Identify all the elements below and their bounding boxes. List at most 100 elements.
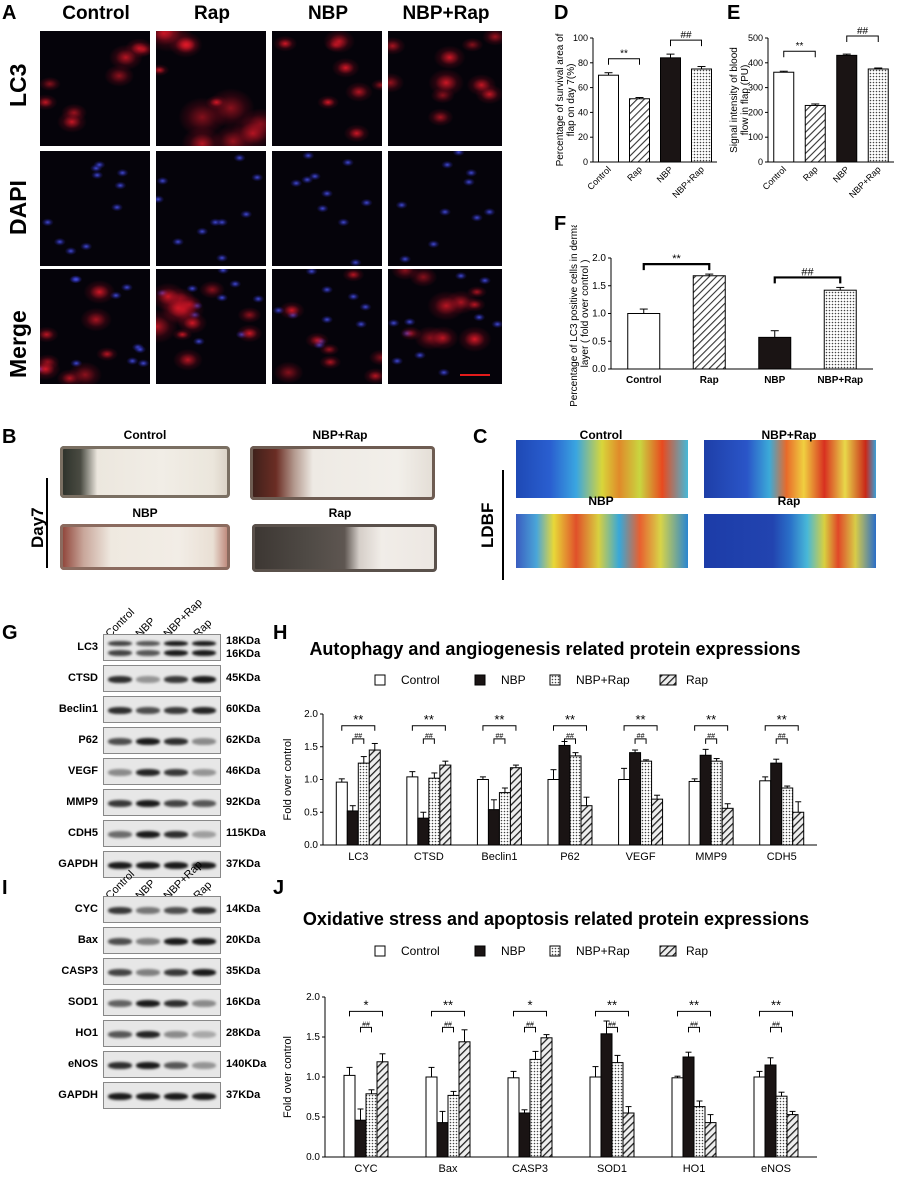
bar-mmp9-rap (721, 807, 734, 846)
blot-band (164, 830, 188, 838)
blot-band (164, 937, 188, 945)
blot-label-bax: Bax (77, 934, 98, 946)
micrograph-merge-nbp-rap (388, 269, 502, 384)
blot-band (136, 737, 160, 745)
ldbf-map-rap (704, 514, 876, 568)
significance-mark: ** (424, 712, 434, 727)
legend-label-nbp: NBP (501, 673, 526, 687)
blot-kda-lc3: 16KDa (226, 648, 261, 660)
significance-mark: ** (443, 997, 453, 1012)
blot-band (192, 937, 216, 945)
blot-band (108, 999, 132, 1007)
legend-label-nbp-rap: NBP+Rap (576, 944, 630, 958)
blot-kda-ctsd: 45KDa (226, 672, 261, 684)
bar-bax-rap (458, 1041, 471, 1158)
blot-band (108, 830, 132, 838)
blot-band (136, 999, 160, 1007)
ytick-label: 0.5 (304, 807, 318, 818)
panel-label-a: A (2, 2, 17, 24)
significance-mark: ## (690, 1021, 698, 1028)
significance-bracket (360, 1026, 372, 1033)
micrograph-dapi-nbp-rap (388, 151, 502, 266)
blot-band (164, 1092, 188, 1100)
ytick-label: 2.0 (592, 253, 606, 264)
blot-band (108, 799, 132, 807)
significance-bracket (670, 39, 702, 47)
bar-sod1-control (589, 1076, 602, 1158)
bar-vegf-nbp-rap (640, 760, 653, 846)
blot-band (164, 768, 188, 776)
ldbf-label-nbp-rap: NBP+Rap (761, 428, 817, 442)
ldbf-label-control: Control (579, 428, 623, 442)
bar-cyc-rap (376, 1061, 389, 1158)
blot-kda-bax: 20KDa (226, 934, 261, 946)
bar-ho1-nbp (682, 1056, 695, 1158)
ytick-label: 300 (748, 83, 763, 93)
significance-bracket (341, 725, 376, 731)
y-axis-label: Signal intensity of bloodflow in flap (P… (729, 47, 751, 153)
flap-label-nbp: NBP (132, 506, 158, 520)
significance-mark: ** (494, 712, 504, 727)
significance-mark: ** (672, 253, 681, 265)
category-label-cyc: CYC (354, 1163, 377, 1175)
bar-cdh5-rap (792, 811, 805, 846)
blot-kda-cyc: 14KDa (226, 903, 261, 915)
blot-label-enos: eNOS (68, 1058, 98, 1070)
category-label-p62: P62 (560, 851, 580, 863)
blot-kda-enos: 140KDa (226, 1058, 267, 1070)
chart-e: 0 100 200 300 400 500 Signal intensity of bloo… (729, 26, 894, 200)
flap-photo-nbp-rap (250, 446, 435, 500)
ldbf-label-nbp: NBP (588, 494, 614, 508)
blot-label-sod1: SOD1 (68, 996, 98, 1008)
blot-band (108, 650, 132, 656)
micrograph-merge-control (40, 269, 150, 384)
legend-label-nbp: NBP (501, 944, 526, 958)
legend-swatch-nbp-rap (549, 945, 561, 957)
bar-sod1-rap (622, 1112, 635, 1158)
bar-beclin1-control (476, 779, 489, 846)
micrograph-dapi-nbp (272, 151, 382, 266)
blot-label-ctsd: CTSD (68, 672, 98, 684)
blot-band (108, 641, 132, 646)
bar-rap (692, 275, 726, 370)
blot-band (108, 675, 132, 683)
blot-band (136, 675, 160, 683)
legend-swatch-nbp (474, 945, 486, 957)
significance-bracket (482, 725, 517, 731)
significance-mark: ## (680, 30, 692, 41)
blot-label-cyc: CYC (74, 903, 98, 915)
legend-label-rap: Rap (686, 673, 708, 687)
ytick-label: 20 (578, 132, 588, 142)
blot-band (192, 799, 216, 807)
significance-bracket (564, 738, 576, 744)
category-label-enos: eNOS (761, 1163, 791, 1175)
ytick-label: 0.0 (304, 840, 318, 851)
blot-band (136, 706, 160, 714)
significance-mark: ** (777, 712, 787, 727)
category-label-rap: Rap (700, 375, 719, 386)
bar-cyc-control (343, 1074, 356, 1158)
day7-label: Day7 (28, 507, 47, 548)
col-header-nbp: NBP (307, 3, 349, 24)
flap-photo-rap (252, 524, 437, 572)
significance-mark: ** (689, 997, 699, 1012)
blot-band (136, 906, 160, 914)
category-label-nbp: NBP (764, 375, 785, 386)
category-label-mmp9: MMP9 (695, 851, 727, 863)
blot-strip-gapdh (103, 1082, 221, 1109)
blot-band (108, 1092, 132, 1100)
ytick-label: 0.5 (306, 1112, 320, 1123)
blot-strip-bax (103, 927, 221, 954)
significance-mark: ** (796, 41, 804, 52)
ytick-label: 1.0 (592, 309, 606, 320)
blot-band (192, 641, 216, 646)
bar-mmp9-nbp (699, 754, 712, 846)
significance-bracket (422, 738, 435, 744)
bar-cyc-nbp-rap (365, 1093, 378, 1158)
significance-bracket (595, 1010, 629, 1017)
blot-band (192, 650, 216, 656)
blot-band (192, 737, 216, 745)
bar-ho1-rap (704, 1122, 717, 1158)
panel-label-g: G (2, 622, 18, 644)
blot-strip-beclin1 (103, 696, 221, 723)
